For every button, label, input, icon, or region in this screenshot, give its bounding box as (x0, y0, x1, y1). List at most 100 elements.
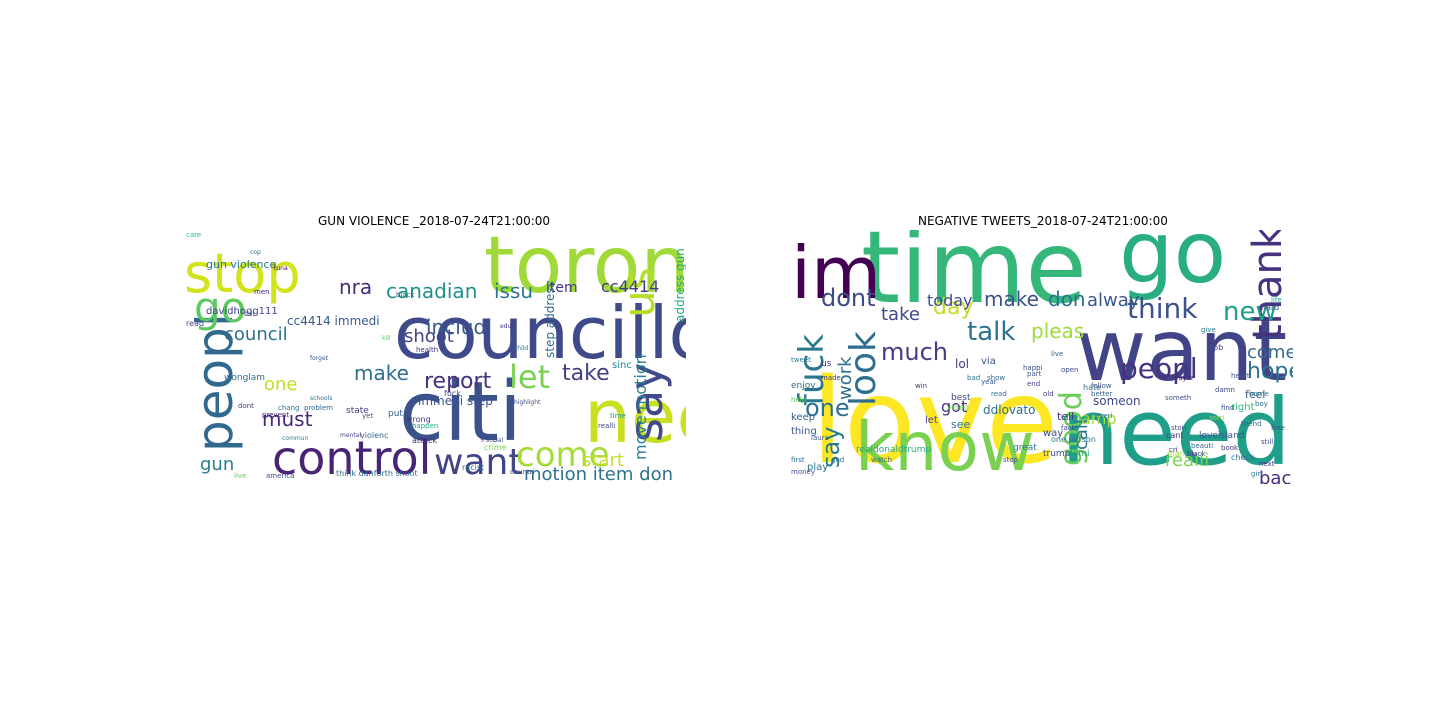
word-come: come (1247, 342, 1293, 363)
word-make: make (354, 361, 409, 385)
word-im: im (791, 231, 881, 315)
right-panel-title: NEGATIVE TWEETS_2018-07-24T21:00:00 (918, 214, 1168, 228)
word-social: social (486, 437, 503, 444)
word-stop: stop (1003, 456, 1019, 464)
word-motion-item-don: motion item don (524, 464, 673, 484)
word-money: money (791, 468, 815, 476)
left-word-cloud-svg: torontocouncillorciti need stop control peop… (184, 230, 686, 484)
word-enjoy: enjoy (791, 381, 816, 391)
word-mental: mental (340, 432, 361, 439)
word-crime: crime (484, 443, 507, 452)
word-need: need (1061, 379, 1291, 484)
word-bad: bad (967, 374, 980, 382)
word-know: know (855, 408, 1035, 484)
word-wrong: wrong (406, 415, 431, 424)
word-keep: keep (791, 412, 815, 423)
word-day: day (933, 295, 973, 320)
word-take: take (881, 304, 920, 325)
left-word-cloud: torontocouncillorciti need stop control peop… (184, 230, 686, 484)
word-man: man (1167, 449, 1185, 458)
word-one: one (805, 394, 850, 422)
word-thank: thank (1245, 230, 1291, 340)
word-win: win (915, 382, 927, 390)
word-make: make (984, 287, 1039, 311)
word-today: today (927, 291, 973, 310)
word-happen: happen (412, 422, 438, 430)
word-report: report (424, 369, 492, 394)
word-nra: nra (339, 275, 372, 299)
word-laura: laura (811, 434, 829, 442)
word-old: old (1043, 390, 1054, 398)
word-call: call (1071, 419, 1092, 450)
word-councillor: councillor (394, 291, 686, 375)
word-amp: amp (1081, 409, 1117, 428)
word-gun: gun (200, 454, 234, 475)
word-pleas: pleas (1031, 319, 1084, 343)
word-check: check (1231, 453, 1255, 462)
word-home: home (1249, 390, 1269, 398)
word-schools: schools (310, 395, 332, 402)
word-still: still (1261, 438, 1273, 446)
word-shit: shit (244, 311, 256, 318)
word-dont: dont (238, 402, 254, 410)
word-stop: stop (184, 242, 301, 305)
word-someon: someon (1093, 394, 1141, 408)
word-don: don (1048, 287, 1086, 311)
word-us: us (614, 267, 665, 318)
word-realdonaldtrump: realdonaldtrump (856, 445, 931, 455)
word-free: free (1271, 424, 1285, 432)
word-loveisland: loveisland (1199, 431, 1245, 441)
word-demi: demi (1067, 449, 1090, 459)
word-happi: happi (1023, 364, 1043, 372)
word-tuna: tuna (274, 265, 288, 272)
word-book: book (1221, 444, 1239, 452)
word-much: much (881, 338, 948, 366)
word-move-motion: move motion (631, 354, 650, 460)
word-good: good (1054, 391, 1089, 466)
word-live: live (234, 472, 246, 480)
word-god: god (831, 456, 844, 464)
word-play: play (807, 462, 828, 473)
word-love: love (811, 352, 1058, 484)
word-go: go (194, 283, 246, 332)
word-wonglam: wonglam (224, 373, 265, 383)
word-beauti: beauti (1191, 442, 1213, 450)
word-time: time (861, 230, 1087, 326)
word-health: health (416, 346, 438, 354)
word-attack: attack (412, 436, 437, 445)
word-read: read (991, 390, 1007, 398)
word-realli: realli (1165, 450, 1209, 471)
word-say: say (619, 363, 673, 442)
word-find: find (1221, 404, 1234, 412)
word-come: come (516, 435, 610, 475)
word-let: let (509, 358, 550, 396)
word-think-danforth-shoot: think danforth shoot (336, 469, 418, 478)
word-tweet: tweet (791, 356, 811, 364)
word-time: time (610, 412, 626, 420)
word-part: part (1027, 370, 1042, 378)
word-heart: heart (1231, 372, 1250, 380)
word-want: want (434, 442, 522, 483)
word-immedi-step: immedi step (418, 394, 493, 408)
word-gun-violence: gun violence (206, 258, 277, 271)
word-kill: kill (382, 335, 391, 342)
word-black: black (396, 291, 416, 299)
word-new: new (1223, 297, 1277, 327)
word-live: live (1051, 350, 1063, 358)
word-damn: damn (1215, 386, 1235, 394)
word-issu: issu (494, 279, 533, 303)
word-control: control (272, 431, 431, 484)
word-sinc: sinc (612, 360, 632, 371)
word-care: care (186, 231, 201, 239)
word-say: say (817, 427, 845, 468)
word-everi: everi (1095, 412, 1113, 420)
word-shoot: shoot (404, 326, 454, 347)
word-dont: dont (821, 284, 876, 312)
word-hate: hate (1083, 383, 1101, 392)
word-citi: citi (399, 365, 522, 460)
word-look: look (843, 331, 884, 406)
word-sorri: sorri (1209, 414, 1225, 422)
word-men: men (254, 288, 270, 296)
word-step-address: step address (543, 281, 557, 358)
